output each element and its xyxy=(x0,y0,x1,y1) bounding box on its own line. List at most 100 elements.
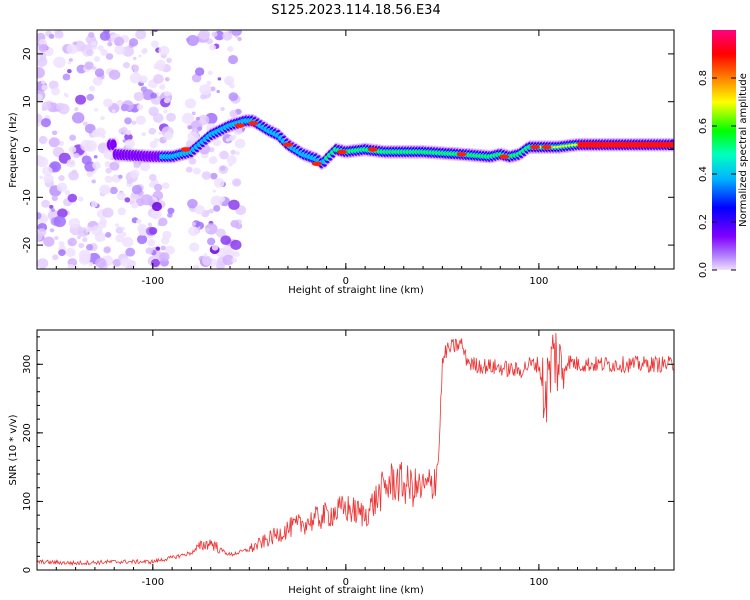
noise-speckle xyxy=(210,86,216,92)
noise-speckle xyxy=(37,211,42,220)
trace-hotspot xyxy=(367,147,378,152)
y-tick-label: 100 xyxy=(22,492,33,511)
noise-speckle xyxy=(107,41,113,47)
noise-speckle xyxy=(191,111,196,115)
noise-speckle xyxy=(158,45,170,56)
noise-speckle xyxy=(124,197,131,203)
noise-speckle xyxy=(82,237,88,243)
noise-speckle xyxy=(226,155,237,165)
noise-speckle xyxy=(124,117,132,125)
noise-speckle xyxy=(201,171,212,180)
noise-speckle xyxy=(105,167,112,174)
noise-speckle xyxy=(115,234,125,243)
noise-speckle xyxy=(211,31,218,38)
noise-speckle xyxy=(165,77,170,82)
snr-panel: -100 0 100 0 100 200 300 Height of straight li… xyxy=(8,329,675,596)
noise-speckle xyxy=(218,165,229,174)
noise-speckle xyxy=(230,220,239,228)
noise-speckle xyxy=(80,139,93,152)
noise-speckle xyxy=(53,215,67,228)
noise-speckle xyxy=(93,56,101,62)
snr-series-line xyxy=(37,332,674,566)
noise-speckle xyxy=(125,130,132,136)
noise-speckle xyxy=(76,235,81,240)
trace-hotspot xyxy=(234,123,245,128)
noise-speckle xyxy=(206,237,216,246)
noise-speckle xyxy=(213,178,225,188)
noise-speckle xyxy=(51,87,61,96)
noise-speckle xyxy=(219,150,229,160)
noise-speckle xyxy=(95,257,107,269)
noise-speckle xyxy=(94,68,105,77)
noise-speckle xyxy=(58,249,66,257)
x-tick-label: 0 xyxy=(343,577,349,588)
noise-speckle xyxy=(41,199,50,208)
noise-speckle xyxy=(111,109,116,113)
noise-speckle xyxy=(108,69,121,80)
noise-speckle xyxy=(145,247,154,255)
noise-speckle xyxy=(208,156,218,165)
noise-speckle xyxy=(86,49,94,57)
noise-speckle xyxy=(51,195,58,202)
noise-speckle xyxy=(54,30,64,39)
noise-speckle xyxy=(186,34,199,46)
noise-speckle xyxy=(168,91,172,96)
noise-speckle xyxy=(104,175,113,183)
noise-speckle xyxy=(63,92,68,96)
noise-speckle xyxy=(234,35,239,39)
noise-speckle xyxy=(203,253,208,257)
noise-speckle xyxy=(67,60,72,65)
noise-speckle xyxy=(37,228,47,237)
noise-speckle xyxy=(43,236,55,247)
y-tick-label: 0 xyxy=(22,146,33,152)
noise-speckle xyxy=(206,80,212,86)
noise-speckle xyxy=(140,86,148,93)
noise-speckle xyxy=(116,99,124,107)
trace-hotspot xyxy=(248,121,259,126)
noise-speckle xyxy=(74,107,79,112)
noise-speckle xyxy=(133,91,144,102)
noise-speckle xyxy=(207,70,213,76)
noise-speckle xyxy=(48,33,55,39)
noise-speckle xyxy=(162,182,170,190)
noise-speckle xyxy=(208,208,214,214)
noise-speckle xyxy=(93,155,98,159)
noise-speckle xyxy=(160,245,167,251)
noise-speckle xyxy=(155,59,166,70)
noise-speckle xyxy=(141,132,146,137)
noise-speckle xyxy=(105,232,112,238)
noise-speckle xyxy=(68,58,73,62)
noise-speckle xyxy=(228,135,236,142)
noise-speckle xyxy=(191,222,197,226)
noise-speckle xyxy=(125,247,136,257)
noise-speckle xyxy=(197,114,210,126)
noise-speckle xyxy=(58,175,65,182)
colorbar-axes: 0.0 0.2 0.4 0.6 0.8 xyxy=(698,70,736,278)
noise-speckle xyxy=(230,239,242,250)
y-tick-label: 0 xyxy=(22,567,33,573)
noise-speckle xyxy=(158,131,162,135)
noise-speckle xyxy=(131,184,143,195)
noise-speckle xyxy=(232,250,240,258)
x-tick-label: -100 xyxy=(141,577,164,588)
noise-speckle xyxy=(136,104,144,111)
noise-speckle xyxy=(149,141,158,149)
snr-xlabel: Height of straight line (km) xyxy=(288,585,424,596)
noise-speckle xyxy=(140,194,153,206)
noise-speckle xyxy=(213,205,221,212)
spectrogram-xlabel: Height of straight line (km) xyxy=(288,285,424,296)
noise-speckle xyxy=(150,209,162,220)
noise-speckle xyxy=(38,135,48,145)
noise-speckle xyxy=(163,109,168,114)
y-tick-label: -10 xyxy=(22,189,33,205)
x-tick-label: 0 xyxy=(343,276,349,287)
noise-speckle xyxy=(99,217,107,225)
noise-speckle xyxy=(49,204,54,209)
y-tick-label: 300 xyxy=(22,355,33,374)
noise-speckle xyxy=(211,244,219,251)
noise-speckle xyxy=(152,113,164,123)
noise-speckle xyxy=(201,255,212,265)
noise-speckle xyxy=(43,174,54,184)
noise-speckle xyxy=(192,264,200,269)
x-tick-label: -100 xyxy=(141,276,164,287)
